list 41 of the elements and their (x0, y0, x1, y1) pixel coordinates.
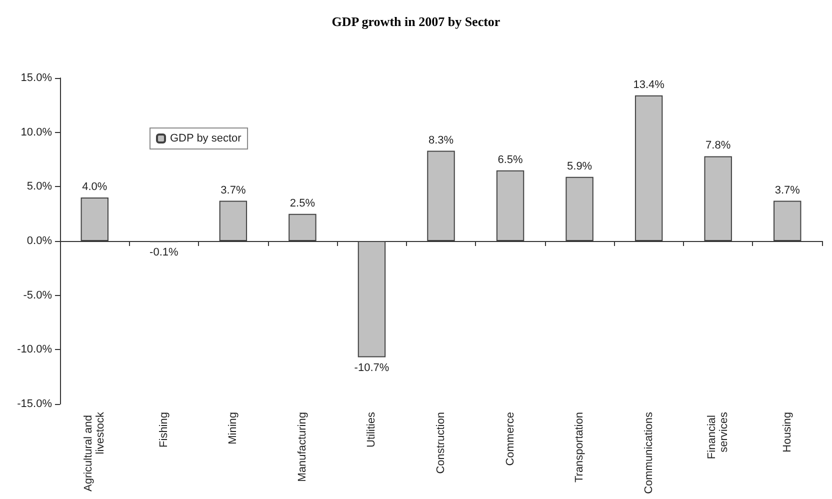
bar (288, 214, 316, 241)
bar (704, 156, 732, 241)
bar (219, 200, 248, 241)
y-tick-label: -10.0% (17, 344, 52, 356)
x-tick-label: Communications (642, 412, 655, 494)
y-tick-label: 10.0% (20, 126, 52, 138)
legend-label: GDP by sector (170, 132, 242, 144)
data-label: 2.5% (290, 197, 316, 210)
x-tick-label: Transportation (574, 412, 586, 483)
data-label: -0.1% (150, 246, 178, 259)
data-label: 7.8% (706, 140, 731, 152)
bar (496, 170, 524, 241)
x-tick-label: Agricultural and livestock (82, 412, 107, 492)
data-label: 3.7% (220, 184, 246, 196)
data-label: 13.4% (633, 78, 665, 91)
data-label: 5.9% (567, 160, 592, 172)
x-tick-label: Commerce (504, 412, 516, 466)
y-tick-label: 5.0% (26, 180, 52, 193)
y-tick-label: -15.0% (17, 398, 52, 410)
x-tick-label: Construction (435, 412, 447, 474)
data-label: -10.7% (354, 362, 390, 374)
x-tick-label: Mining (227, 412, 240, 444)
bar (634, 95, 663, 241)
chart-title: GDP growth in 2007 by Sector (332, 14, 500, 29)
data-label: 4.0% (82, 181, 108, 194)
bar (427, 150, 455, 241)
y-tick-label: 0.0% (26, 235, 52, 247)
x-tick-label: Fishing (158, 412, 170, 448)
bar (774, 200, 802, 241)
data-label: 6.5% (498, 154, 524, 166)
y-tick-label: -5.0% (23, 289, 52, 302)
x-tick-label: Financial services (706, 412, 730, 460)
bar (566, 176, 594, 241)
x-tick-label: Manufacturing (296, 412, 308, 482)
data-label: 3.7% (774, 184, 800, 196)
bar (80, 198, 108, 241)
x-tick-label: Utilities (366, 412, 378, 448)
bar (358, 241, 386, 358)
x-tick-label: Housing (781, 412, 794, 452)
y-tick-label: 15.0% (20, 72, 52, 84)
data-label: 8.3% (428, 134, 454, 146)
